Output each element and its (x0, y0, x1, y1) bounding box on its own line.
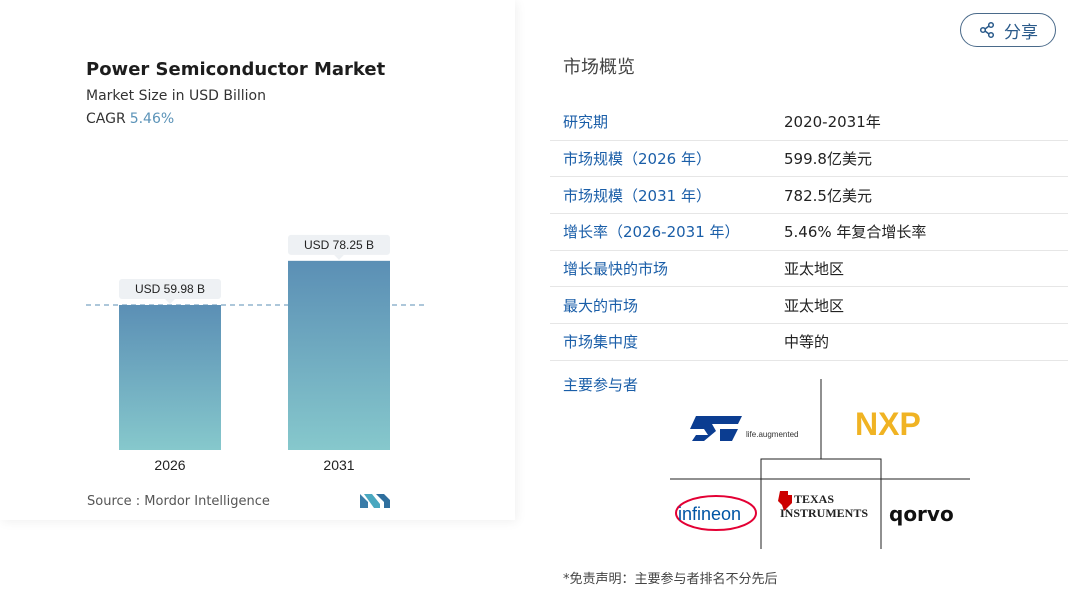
share-button[interactable]: 分享 (960, 13, 1056, 47)
table-row: 市场规模（2031 年） 782.5亿美元 (550, 177, 1068, 215)
chart-source: Source : Mordor Intelligence (87, 494, 270, 509)
bar-chart: USD 59.98 B 2026 USD 78.25 B 2031 (86, 234, 428, 473)
nxp-text: NXP (855, 406, 921, 442)
qorvo-logo: qorvo (889, 502, 954, 526)
cagr-label: CAGR (86, 111, 126, 127)
bar-label-box (119, 279, 221, 299)
players-logo-grid: life.augmented NXP infineon TEXAS INSTRU… (670, 379, 970, 549)
row-key[interactable]: 市场规模（2031 年） (563, 186, 711, 205)
row-key[interactable]: 增长最快的市场 (563, 260, 669, 279)
bar-2026 (119, 305, 221, 450)
table-row: 最大的市场 亚太地区 (550, 287, 1068, 325)
table-row: 增长率（2026-2031 年） 5.46% 年复合增长率 (550, 214, 1068, 251)
row-key[interactable]: 市场规模（2026 年） (563, 150, 711, 169)
market-chart-card: Power Semiconductor Market Market Size i… (0, 0, 515, 520)
disclaimer-text: *免责声明：主要参与者排名不分先后 (563, 572, 778, 587)
ti-line2: INSTRUMENTS (780, 506, 868, 520)
row-value: 599.8亿美元 (784, 150, 872, 169)
mordor-intelligence-logo (360, 494, 390, 508)
overview-title: 市场概览 (563, 57, 635, 78)
row-key[interactable]: 最大的市场 (563, 296, 639, 315)
x-tick-label: 2026 (154, 457, 185, 473)
table-row: 市场规模（2026 年） 599.8亿美元 (550, 141, 1068, 178)
row-value: 亚太地区 (784, 296, 845, 315)
ti-line1: TEXAS (794, 492, 834, 506)
infineon-text: infineon (678, 504, 741, 524)
table-row: 增长最快的市场 亚太地区 (550, 251, 1068, 288)
bar-2031 (288, 260, 390, 450)
overview-table: 研究期 2020-2031年 市场规模（2026 年） 599.8亿美元 市场规… (550, 104, 1068, 361)
players-title[interactable]: 主要参与者 (563, 376, 639, 394)
x-tick-label: 2031 (323, 457, 354, 473)
cagr-value: 5.46% (129, 111, 175, 127)
chart-title: Power Semiconductor Market (86, 59, 386, 80)
share-icon (979, 21, 995, 39)
row-key[interactable]: 研究期 (563, 113, 609, 132)
row-value: 782.5亿美元 (784, 186, 872, 205)
bar-value-label: USD 59.98 B (135, 282, 205, 296)
st-logo: life.augmented (690, 416, 798, 441)
table-row: 研究期 2020-2031年 (550, 104, 1068, 141)
bar-label-box (288, 234, 390, 255)
row-key[interactable]: 增长率（2026-2031 年） (563, 223, 740, 242)
bar-label-pointer (165, 299, 175, 304)
chart-cagr: CAGR 5.46% (86, 111, 174, 127)
qorvo-text: qorvo (889, 502, 954, 526)
nxp-logo: NXP (855, 406, 921, 442)
st-tagline: life.augmented (746, 430, 798, 439)
table-row: 市场集中度 中等的 (550, 324, 1068, 361)
chart-subtitle: Market Size in USD Billion (86, 88, 266, 104)
texas-instruments-logo: TEXAS INSTRUMENTS (778, 491, 868, 520)
row-value: 中等的 (784, 333, 830, 352)
row-value: 亚太地区 (784, 260, 845, 279)
row-value: 2020-2031年 (784, 113, 881, 132)
bar-label-pointer (334, 254, 344, 260)
bar-value-label: USD 78.25 B (304, 238, 374, 252)
row-value: 5.46% 年复合增长率 (784, 223, 927, 242)
share-label: 分享 (1004, 22, 1038, 43)
infineon-logo: infineon (675, 495, 757, 531)
row-key[interactable]: 市场集中度 (563, 333, 639, 352)
